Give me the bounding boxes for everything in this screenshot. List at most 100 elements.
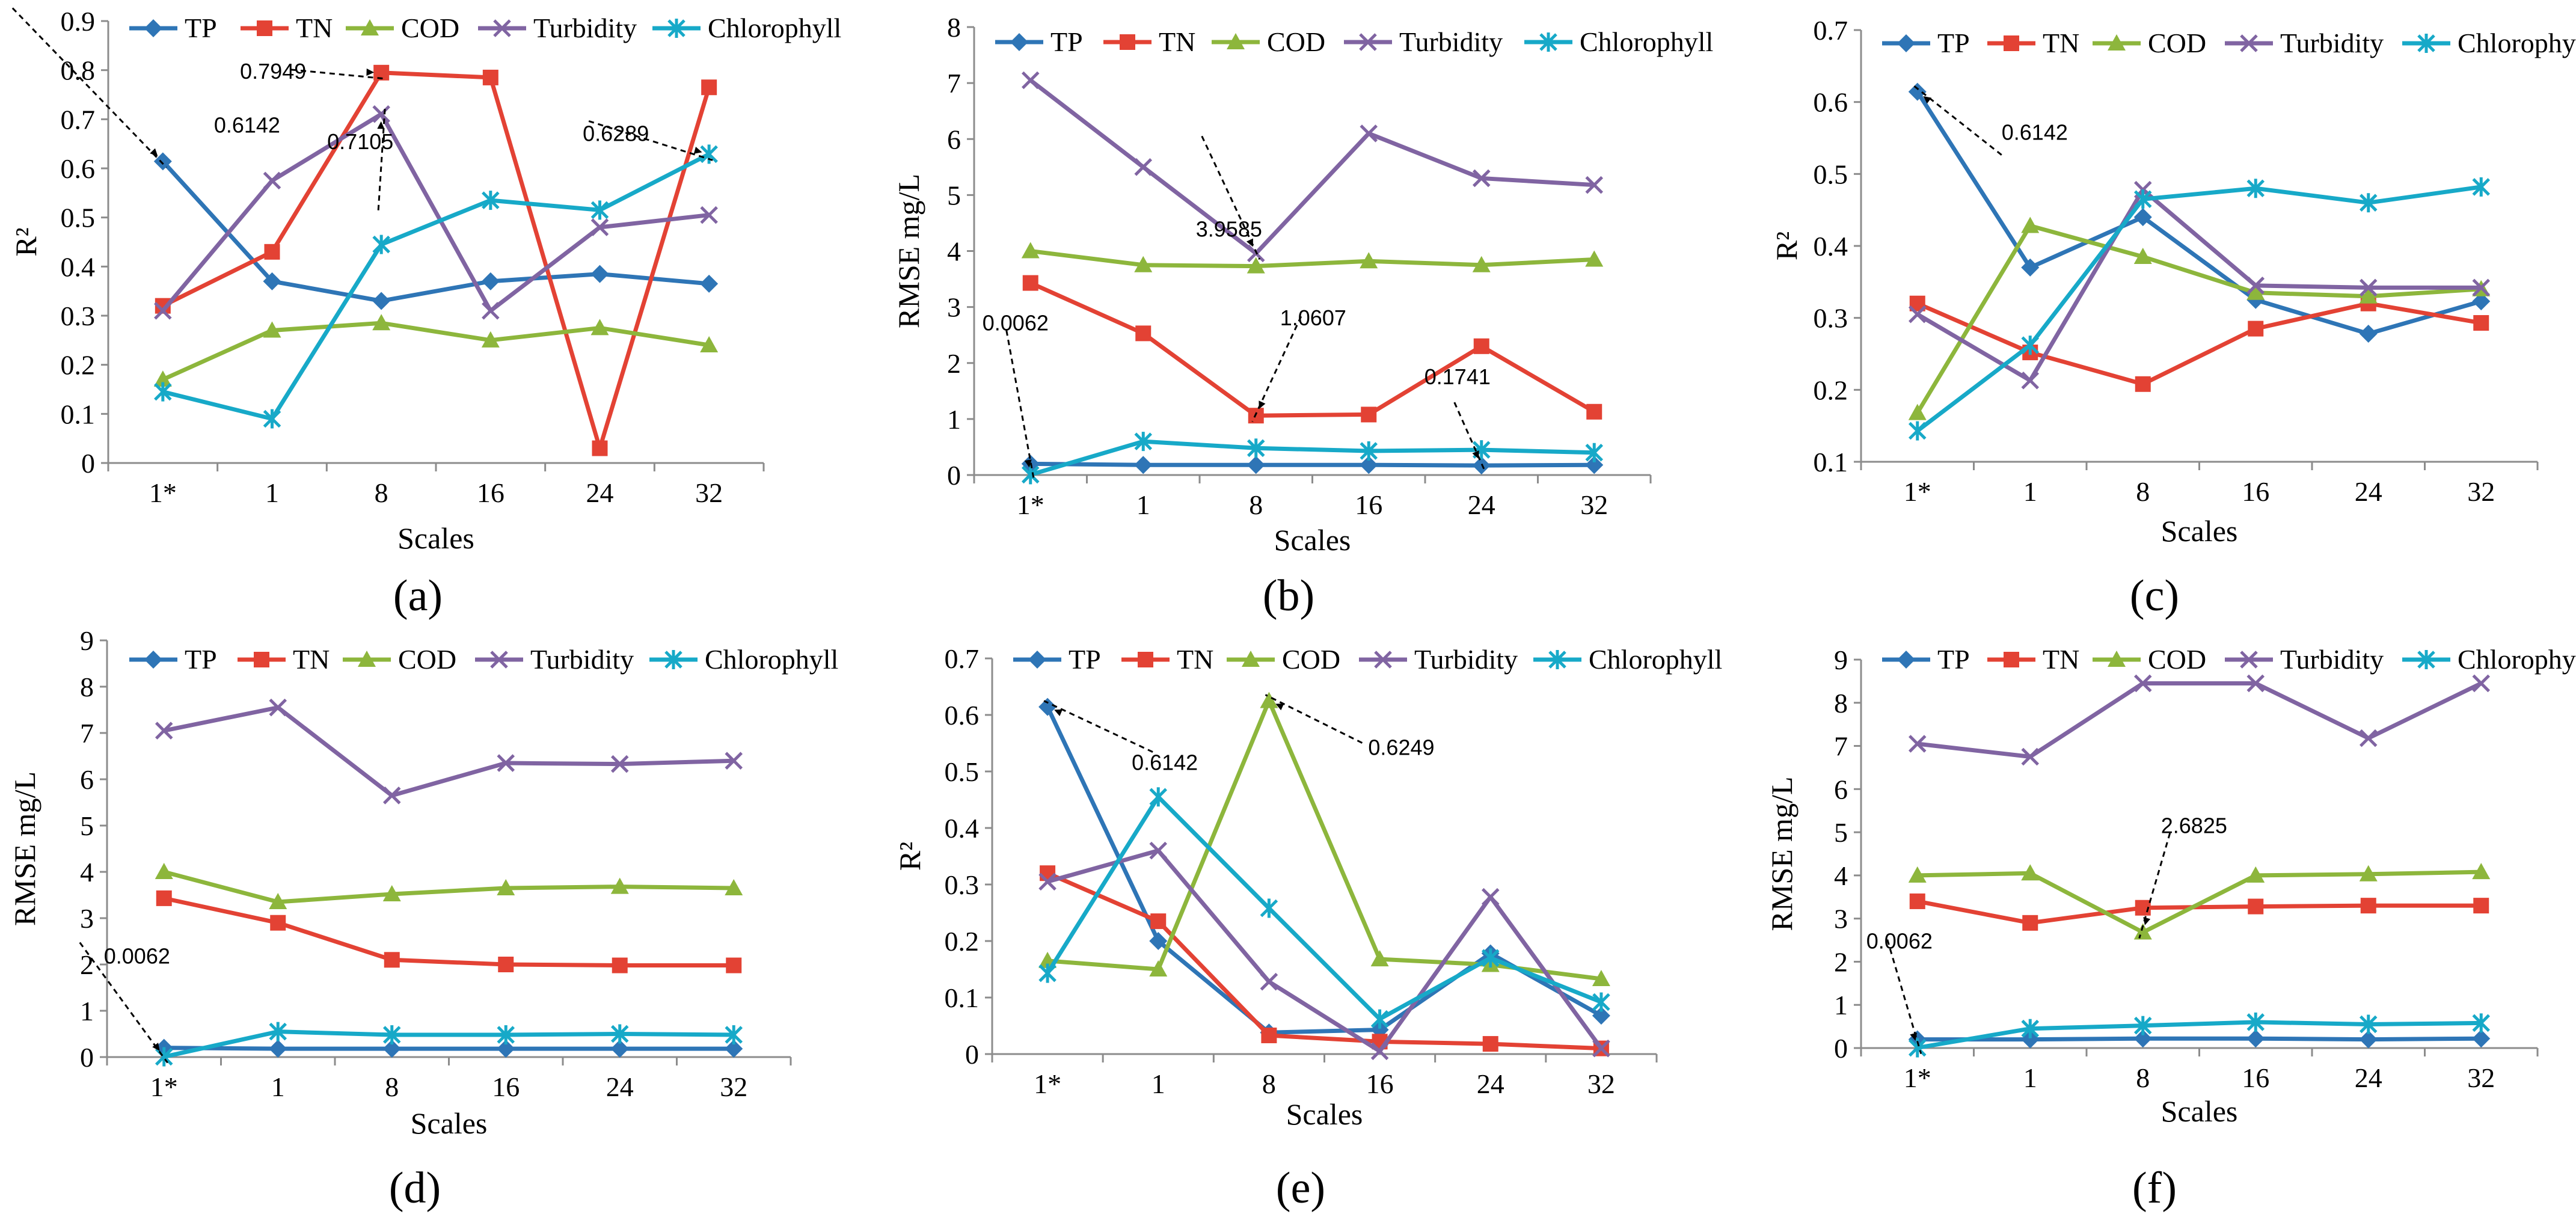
data-point-tn [498,957,514,972]
data-point-turbidity [1472,169,1491,188]
data-point-tp [1149,932,1168,950]
data-point-tp [725,1040,743,1058]
legend-entry-tp: TP [1013,644,1101,675]
y-tick-label: 0.9 [61,6,96,37]
series-tn [1909,295,2489,392]
annotation: 0.0062 [1866,929,1933,1054]
annotation-arrowhead [1259,400,1266,409]
series-cod [1021,242,1604,274]
series-turbidity [1908,674,2491,766]
legend-label: COD [401,13,459,43]
x-tick-label: 32 [2467,1062,2495,1093]
annotation-arrowhead [1024,459,1032,468]
data-point-tn [2022,915,2038,931]
data-point-tp [382,1040,401,1058]
series-tp [1908,82,2491,343]
x-tick-label: 32 [720,1071,747,1102]
y-tick-label: 3 [947,292,961,323]
x-tick-label: 1 [1152,1068,1165,1099]
y-tick-label: 9 [80,625,94,656]
data-point-chlorophyll [2021,336,2040,355]
legend-marker [1897,651,1915,669]
data-point-turbidity [1360,124,1378,143]
data-point-chlorophyll [155,1047,173,1067]
chart-panel-6: 0 1 2 3 4 5 6 7 8 9 1* 1 8 16 24 32 Scales RMSE mg/L TP TN C… [1765,644,2576,1213]
legend-entry-turbidity: Turbidity [1359,644,1518,675]
legend-label: COD [1282,644,1340,675]
series-turbidity [1021,71,1604,263]
panel-label: (d) [389,1163,441,1213]
y-tick-label: 0 [1834,1033,1848,1064]
data-point-turbidity [482,302,500,320]
legend-marker [490,651,508,669]
legend-label: Turbidity [1399,26,1503,57]
data-point-tp [1585,456,1604,474]
x-tick-label: 1* [1904,1062,1931,1093]
data-point-turbidity [2472,674,2491,693]
series-line-cod [163,869,734,904]
data-point-turbidity [2472,278,2491,297]
data-point-cod [372,314,391,331]
series-line-turbidity [1916,188,2482,383]
legend-entry-tn: TN [1103,26,1195,57]
y-tick-label: 0.6 [61,153,96,184]
y-tick-label: 0 [80,1042,94,1073]
y-tick-label: 7 [80,718,94,749]
legend-label: Turbidity [533,13,637,43]
data-point-cod [153,370,172,387]
data-point-turbidity [2021,747,2040,766]
x-axis-title: Scales [2161,1094,2238,1128]
legend-marker [2108,34,2126,51]
data-point-chlorophyll [1247,438,1265,458]
panel-label: (f) [2132,1163,2177,1213]
series-turbidity [154,105,718,320]
data-point-tn [2248,320,2264,337]
series-tn [1022,275,1602,424]
legend-label: TN [2043,28,2079,58]
data-point-turbidity [1149,841,1168,860]
data-point-tn [2248,898,2264,915]
y-tick-label: 3 [80,903,94,934]
annotation-arrowhead [366,68,375,76]
data-point-cod [1592,969,1610,986]
panel-label: (e) [1276,1163,1325,1213]
annotation-label: 0.7949 [240,59,306,84]
annotation-label: 0.6142 [214,112,280,137]
series-chlorophyll [154,144,718,429]
annotation-arrow [588,120,713,161]
series-tn [1909,893,2489,931]
series-cod [153,314,719,387]
y-tick-label: 0.3 [945,869,980,900]
legend-entry-turbidity: Turbidity [2225,644,2384,675]
data-point-turbidity [590,218,609,236]
data-point-tp [2472,292,2491,311]
data-point-cod [2133,923,2152,940]
data-point-tp [263,272,281,290]
series-line-tp [1917,1036,2482,1042]
x-tick-label: 1 [2023,476,2037,507]
series-line-tn [1046,871,1602,1051]
data-point-turbidity [1908,735,1927,753]
data-point-chlorophyll [2246,1012,2265,1032]
series-chlorophyll [155,1022,743,1067]
series-line-tn [162,70,711,450]
data-point-cod [263,321,281,338]
legend-marker [1242,651,1260,667]
annotation-label: 0.1741 [1424,364,1491,389]
series-tp [1908,1029,2491,1049]
annotation-label: 0.7105 [327,129,393,154]
legend-marker [1120,34,1135,50]
y-tick-label: 0.8 [61,55,96,86]
data-point-tn [1135,325,1152,342]
series-tp [153,152,719,310]
x-tick-label: 1 [265,477,279,508]
annotation-arrow [1913,85,2002,156]
annotation-label: 3.9585 [1196,216,1262,241]
series-turbidity [1038,841,1610,1061]
series-line-turbidity [1047,848,1603,1053]
legend-label: TN [1159,26,1195,57]
x-tick-label: 1* [1017,489,1044,520]
y-tick-label: 8 [80,672,94,702]
data-point-turbidity [1134,158,1153,176]
data-point-tp [2246,1029,2265,1048]
